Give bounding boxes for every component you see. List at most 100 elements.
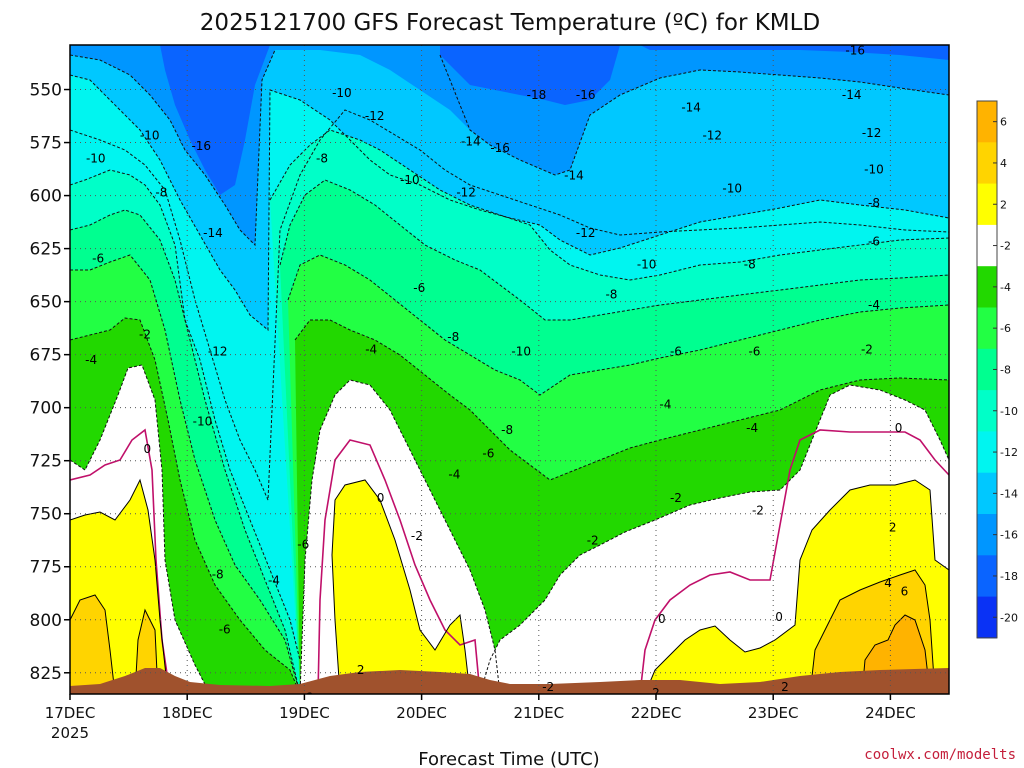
colorbar-swatch (977, 390, 997, 432)
terrain-ground (70, 668, 949, 694)
y-tick-label: 700 (30, 399, 62, 419)
y-tick-label: 625 (30, 240, 62, 260)
contour-label: -2 (139, 328, 151, 342)
y-axis: 550 575 600 625 650 675 700 725 750 775 800 825 (30, 81, 70, 684)
isotherm-6 (861, 614, 931, 694)
isotherm-minus-4 (70, 317, 949, 694)
contour-label: -16 (490, 141, 510, 155)
colorbar-label: 2 (1000, 198, 1007, 211)
contour-label: 0 (377, 491, 385, 505)
band-minus-14-to-minus-12 (70, 45, 949, 330)
band-minus-18-to-minus-16 (160, 45, 949, 195)
isotherm-minus-14 (70, 74, 949, 332)
x-tick-label: 20DEC (396, 704, 447, 722)
contour-label: -4 (448, 468, 460, 482)
colorbar-swatch (977, 224, 997, 267)
y-tick-label: 800 (30, 611, 62, 631)
x-tick-label: 24DEC (865, 704, 916, 722)
contour-label: -12 (456, 186, 476, 200)
contour-label: -8 (501, 423, 513, 437)
colorbar-swatch (977, 266, 997, 308)
contour-label: 0 (144, 442, 152, 456)
colorbar-label: -18 (1000, 570, 1018, 583)
credit-text: coolwx.com/modelts (864, 747, 1016, 763)
contour-label: -2 (302, 690, 314, 704)
contour-label: 2 (652, 686, 660, 700)
plot-area: -16-18 -16 -14-10-14-12-10-16 -14 -16-12 -12-… (70, 43, 949, 704)
colorbar-label: 4 (1000, 157, 1007, 170)
contour-label: 2 (357, 663, 365, 677)
contour-label: -12 (702, 128, 722, 142)
contour-label: -10 (86, 152, 106, 166)
isotherm-minus-8 (70, 179, 949, 694)
y-tick-label: 650 (30, 293, 62, 313)
negative-isotherms (70, 49, 949, 694)
x-axis-label: Forecast Time (UTC) (418, 749, 599, 768)
y-tick-label: 675 (30, 346, 62, 366)
contour-label: -8 (447, 330, 459, 344)
contour-label: -10 (637, 258, 657, 272)
colorbar-swatch (977, 555, 997, 598)
contour-label: -4 (268, 574, 280, 588)
x-tick-label: 19DEC (279, 704, 330, 722)
contour-label: -14 (681, 101, 701, 115)
freezing-isotherm (70, 428, 949, 694)
contour-label: 0 (775, 610, 783, 624)
colorbar-label: -14 (1000, 487, 1018, 500)
contour-label: -10 (140, 128, 160, 142)
contour-label: -2 (542, 680, 554, 694)
colorbar-swatch (977, 142, 997, 185)
colorbar-label: -10 (1000, 405, 1018, 418)
contour-label: -10 (400, 173, 420, 187)
contour-label: -16 (845, 43, 865, 57)
isotherm-4 (70, 569, 936, 694)
colorbar-label: -16 (1000, 529, 1018, 542)
contour-label: -16 (576, 88, 596, 102)
contour-label: -8 (744, 258, 756, 272)
colorbar-swatch (977, 514, 997, 556)
contour-label: -14 (203, 226, 223, 240)
colorbar-label: -12 (1000, 446, 1018, 459)
y-tick-label: 575 (30, 134, 62, 154)
contour-label: -16 (191, 139, 211, 153)
y-tick-label: 600 (30, 187, 62, 207)
contour-label: 2 (889, 521, 897, 535)
contour-label: -2 (411, 529, 423, 543)
x-tick-label: 21DEC (514, 704, 565, 722)
region-above-2 (70, 480, 949, 694)
contour-label: -2 (861, 343, 873, 357)
positive-isotherms (70, 478, 949, 694)
x-tick-label: 17DEC (45, 704, 96, 722)
colorbar-swatch (977, 183, 997, 226)
contour-label: -8 (868, 196, 880, 210)
contour-labels: -16-18 -16 -14-10-14-12-10-16 -14 -16-12 -12-… (85, 43, 909, 704)
y-tick-label: 750 (30, 505, 62, 525)
colorbar-label: -6 (1000, 322, 1011, 335)
region-above-minus-2 (70, 365, 949, 694)
contour-label: -4 (365, 343, 377, 357)
contour-label: -6 (413, 281, 425, 295)
colorbar-swatch (977, 596, 997, 639)
y-tick-label: 775 (30, 558, 62, 578)
contour-label: -6 (92, 251, 104, 265)
isotherm-minus-10 (70, 129, 949, 661)
contour-label: -12 (862, 126, 882, 140)
contour-label: -4 (85, 353, 97, 367)
contour-label: -8 (316, 152, 328, 166)
x-tick-label: 18DEC (162, 704, 213, 722)
contour-label: -6 (482, 446, 494, 460)
isotherm-minus-12 (70, 109, 949, 501)
contour-label: 6 (901, 584, 909, 598)
contour-label: -12 (576, 226, 596, 240)
contour-label: -14 (842, 88, 862, 102)
contour-label: -18 (527, 88, 547, 102)
colorbar-label: 6 (1000, 116, 1007, 129)
contour-label: -2 (587, 533, 599, 547)
contour-label: -6 (297, 538, 309, 552)
y-tick-label: 725 (30, 452, 62, 472)
y-tick-label: 825 (30, 664, 62, 684)
contour-label: -10 (193, 415, 213, 429)
isotherm-0 (70, 428, 949, 694)
contour-label: 4 (884, 576, 892, 590)
